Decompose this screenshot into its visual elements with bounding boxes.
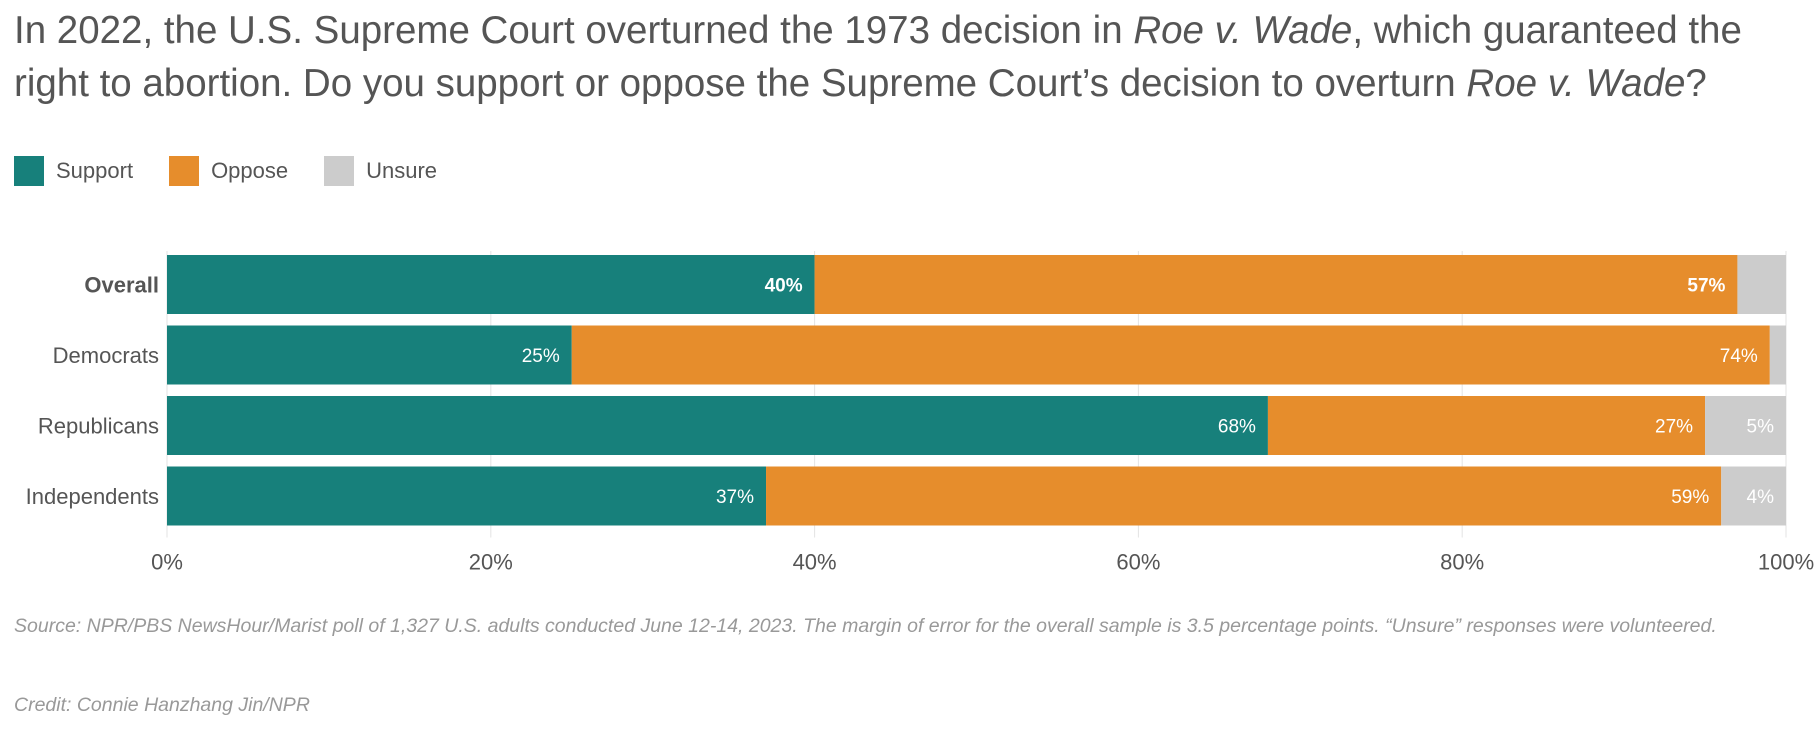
data-label-oppose-republicans: 27% — [1655, 417, 1693, 438]
bar-unsure-democrats — [1769, 325, 1786, 385]
data-label-unsure-republicans: 5% — [1747, 417, 1775, 438]
x-tick-label-3: 60% — [1116, 550, 1160, 575]
title-text-2: , which guaranteed the right to abortion… — [14, 9, 1742, 105]
bar-support-republicans — [167, 396, 1268, 455]
title-text-3: ? — [1685, 62, 1707, 105]
legend-swatch-oppose — [169, 156, 200, 186]
bar-support-independents — [167, 466, 767, 526]
x-tick-label-4: 80% — [1440, 550, 1484, 575]
credit-note: Credit: Connie Hanzhang Jin/NPR — [14, 694, 310, 716]
data-label-oppose-independents: 59% — [1671, 487, 1709, 508]
legend: Support Oppose Unsure — [14, 156, 473, 186]
bar-unsure-independents — [1721, 466, 1786, 526]
category-label-democrats: Democrats — [53, 343, 159, 368]
legend-label-support: Support — [56, 158, 134, 183]
category-label-overall: Overall — [84, 273, 159, 298]
x-tick-label-5: 100% — [1758, 550, 1814, 575]
legend-swatch-support — [14, 156, 44, 186]
legend-swatch-unsure — [324, 156, 355, 186]
legend-label-oppose: Oppose — [211, 158, 289, 183]
bar-unsure-overall — [1737, 255, 1786, 314]
title-case-2: Roe v. Wade — [1466, 62, 1686, 105]
legend-item-support: Support — [14, 156, 133, 186]
bar-support-overall — [167, 255, 815, 314]
x-tick-label-1: 20% — [469, 550, 513, 575]
stacked-bar-chart: 40% 57% Overall 25% 74% Democrats 68% 27% 5% Repu… — [26, 251, 1814, 575]
bar-oppose-independents — [766, 466, 1722, 526]
data-label-support-republicans: 68% — [1218, 417, 1256, 438]
category-label-republicans: Republicans — [38, 414, 159, 439]
bar-oppose-overall — [814, 255, 1738, 314]
bar-oppose-democrats — [571, 325, 1770, 385]
bar-unsure-republicans — [1705, 396, 1786, 455]
source-note: Source: NPR/PBS NewsHour/Marist poll of … — [14, 615, 1717, 637]
data-label-support-overall: 40% — [765, 276, 803, 297]
category-label-independents: Independents — [26, 484, 159, 509]
legend-label-unsure: Unsure — [366, 158, 438, 183]
data-label-oppose-overall: 57% — [1687, 276, 1725, 297]
bar-support-democrats — [167, 325, 572, 385]
bar-oppose-republicans — [1267, 396, 1706, 455]
data-label-support-democrats: 25% — [522, 346, 560, 367]
data-label-support-independents: 37% — [716, 487, 754, 508]
title-case-1: Roe v. Wade — [1133, 9, 1353, 52]
data-label-oppose-democrats: 74% — [1720, 346, 1758, 367]
title-text-1: In 2022, the U.S. Supreme Court overturn… — [14, 9, 1134, 52]
x-tick-label-0: 0% — [151, 550, 183, 575]
chart-title: In 2022, the U.S. Supreme Court overturn… — [14, 4, 1804, 110]
data-label-unsure-independents: 4% — [1747, 487, 1775, 508]
x-tick-label-2: 40% — [793, 550, 837, 575]
legend-item-oppose: Oppose — [169, 156, 288, 186]
legend-item-unsure: Unsure — [324, 156, 437, 186]
